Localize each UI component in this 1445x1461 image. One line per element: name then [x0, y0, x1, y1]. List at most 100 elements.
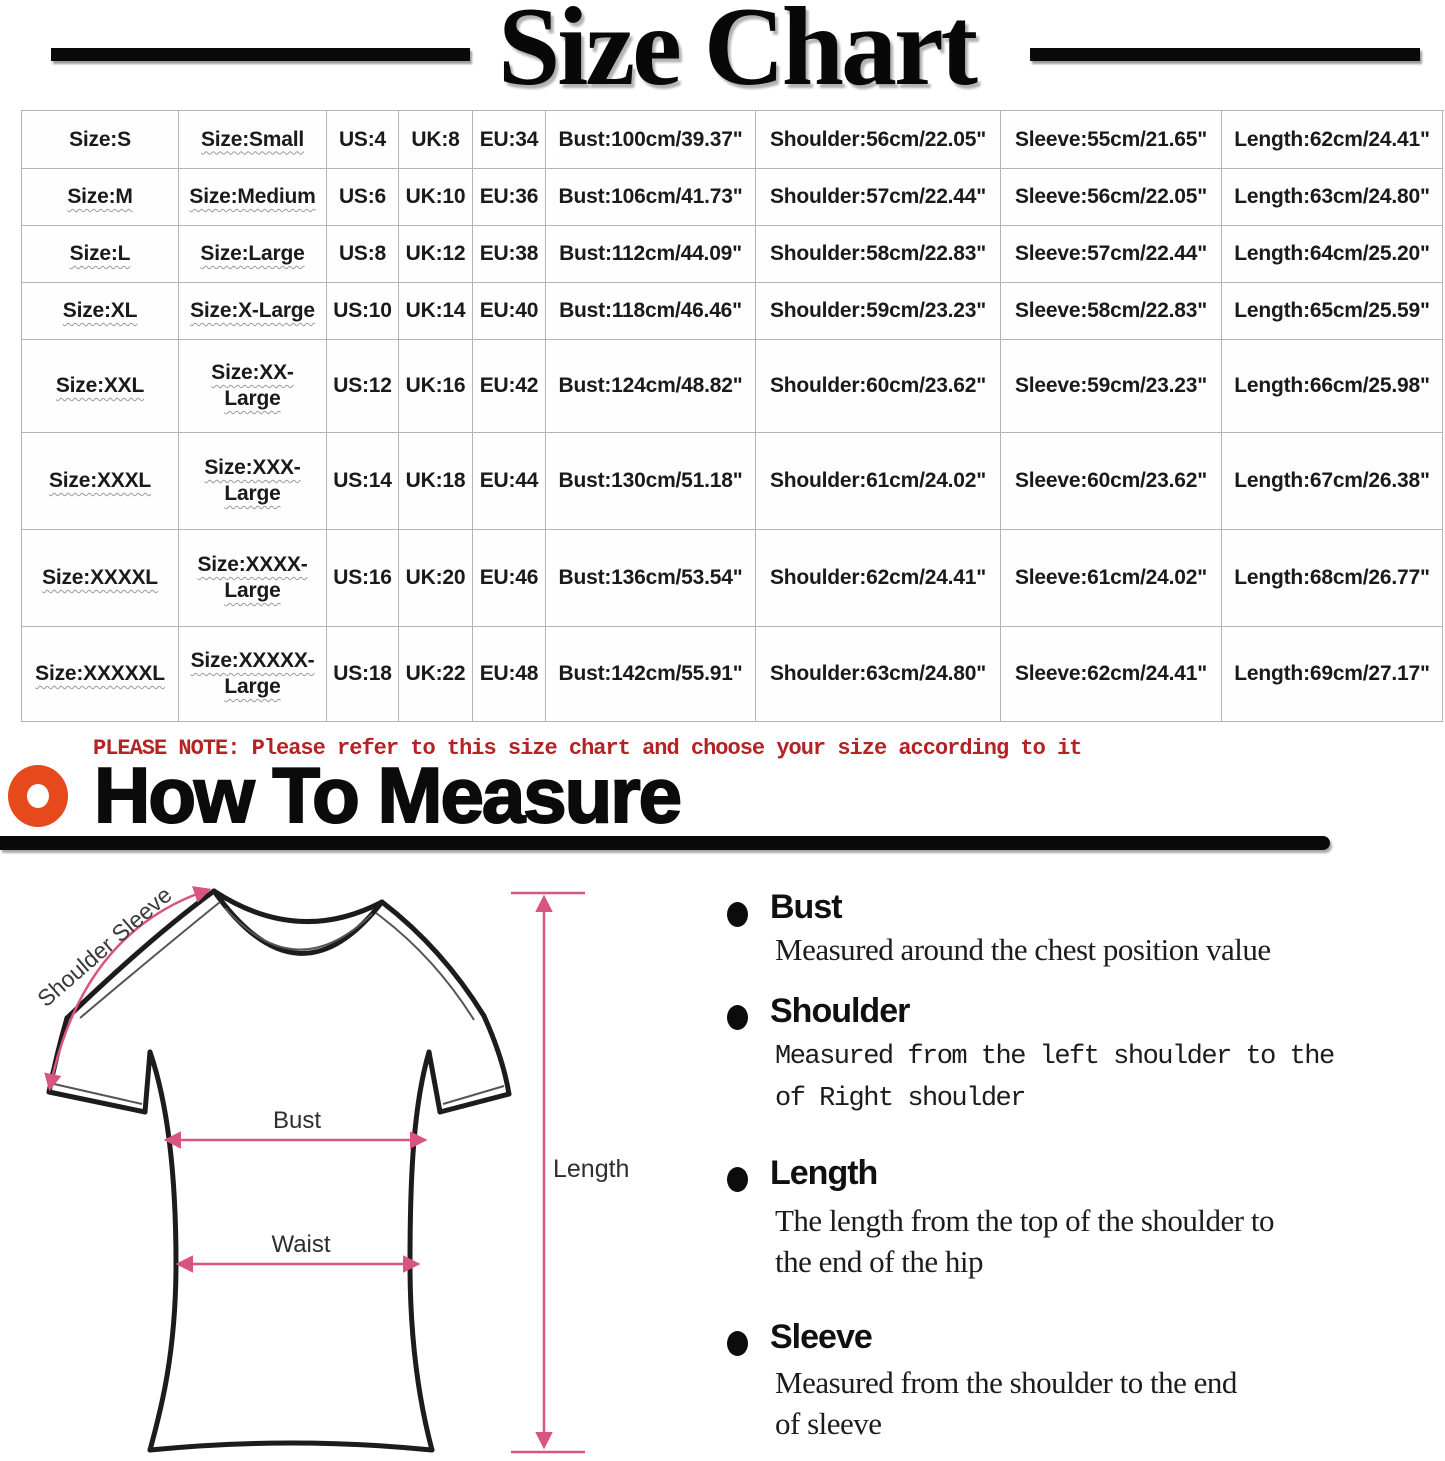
size-table-cell: Sleeve:59cm/23.23" — [1001, 340, 1222, 433]
shoulder-sleeve-arrow — [44, 886, 212, 1092]
size-table-cell: Bust:130cm/51.18" — [546, 433, 756, 530]
size-table-cell: UK:12 — [399, 226, 473, 283]
size-table-cell: UK:14 — [399, 283, 473, 340]
size-table-cell: Size:S — [22, 111, 179, 169]
size-table-row: Size:XL Size:X-Large US:10 UK:14 EU:40 Bust:1… — [22, 283, 1444, 340]
size-table-cell: Shoulder:56cm/22.05" — [756, 111, 1001, 169]
bust-heading: Bust — [770, 888, 843, 926]
size-note: PLEASE NOTE: Please refer to this size c… — [93, 736, 1082, 761]
size-table-cell: Shoulder:58cm/22.83" — [756, 226, 1001, 283]
size-table-cell: Size:XL — [22, 283, 179, 340]
tshirt-measure-diagram: Bust Waist Length Shoulder Sleeve — [32, 881, 629, 1454]
size-table-cell: Bust:136cm/53.54" — [546, 530, 756, 627]
size-table-cell: US:12 — [327, 340, 399, 433]
size-table-cell: Sleeve:61cm/24.02" — [1001, 530, 1222, 627]
bullet-icon — [727, 1005, 748, 1030]
size-table-cell: Shoulder:60cm/23.62" — [756, 340, 1001, 433]
tshirt-outline — [46, 888, 512, 1453]
size-table-cell: Bust:106cm/41.73" — [546, 169, 756, 226]
length-description: The length from the top of the shoulder … — [775, 1203, 1275, 1279]
size-table-cell: Size:Medium — [179, 169, 327, 226]
size-table-cell: US:10 — [327, 283, 399, 340]
bullet-icon — [727, 902, 748, 927]
size-table-cell: Length:62cm/24.41" — [1222, 111, 1443, 169]
size-table-cell: Size:Small — [179, 111, 327, 169]
size-table-cell: Bust:118cm/46.46" — [546, 283, 756, 340]
size-table-cell: Size:XX- Large — [179, 340, 327, 433]
size-table-cell: Bust:100cm/39.37" — [546, 111, 756, 169]
size-table-row: Size:L Size:Large US:8 UK:12 EU:38 Bust:112cm… — [22, 226, 1444, 283]
size-table-cell: EU:34 — [473, 111, 546, 169]
size-table-row: Size:XXXL Size:XXX- Large US:14 UK:18 EU:44 B… — [22, 433, 1444, 530]
size-table-cell: EU:40 — [473, 283, 546, 340]
size-table-cell: US:14 — [327, 433, 399, 530]
page-title: Size Chart — [497, 0, 978, 109]
size-table-row: Size:XXXXXL Size:XXXXX- Large US:18 UK:22 EU… — [22, 627, 1444, 722]
size-table-cell: Shoulder:63cm/24.80" — [756, 627, 1001, 722]
size-table-cell: EU:36 — [473, 169, 546, 226]
size-table-row: Size:M Size:Medium US:6 UK:10 EU:36 Bust:106c… — [22, 169, 1444, 226]
heading-underline-bar — [0, 836, 1330, 850]
size-table-row: Size:XXXXL Size:XXXX- Large US:16 UK:20 EU:4… — [22, 530, 1444, 627]
ring-icon — [8, 765, 68, 827]
shoulder-sleeve-label: Shoulder Sleeve — [32, 881, 176, 1011]
size-table-cell: US:4 — [327, 111, 399, 169]
bullet-icon — [727, 1167, 748, 1192]
size-table-cell: Shoulder:59cm/23.23" — [756, 283, 1001, 340]
size-table-cell: UK:16 — [399, 340, 473, 433]
size-table-cell: US:18 — [327, 627, 399, 722]
size-table-cell: UK:8 — [399, 111, 473, 169]
size-table-cell: Size:L — [22, 226, 179, 283]
size-table-cell: Length:68cm/26.77" — [1222, 530, 1443, 627]
sleeve-description: Measured from the shoulder to the end of… — [775, 1365, 1237, 1441]
bust-label: Bust — [273, 1107, 321, 1134]
size-table-cell: Size:XXXXXL — [22, 627, 179, 722]
size-table-cell: US:6 — [327, 169, 399, 226]
size-table-cell: EU:42 — [473, 340, 546, 433]
size-table-cell: Size:XXX- Large — [179, 433, 327, 530]
bullet-icon — [727, 1331, 748, 1356]
bust-description: Measured around the chest position value — [775, 932, 1271, 967]
size-table-cell: Bust:124cm/48.82" — [546, 340, 756, 433]
size-table-cell: Size:XXXX- Large — [179, 530, 327, 627]
size-table-cell: Size:XXXL — [22, 433, 179, 530]
size-table-cell: Size:XXL — [22, 340, 179, 433]
shoulder-heading: Shoulder — [770, 992, 910, 1030]
size-table-cell: Shoulder:57cm/22.44" — [756, 169, 1001, 226]
size-table-cell: Sleeve:60cm/23.62" — [1001, 433, 1222, 530]
size-table-cell: Sleeve:62cm/24.41" — [1001, 627, 1222, 722]
size-table-cell: Sleeve:58cm/22.83" — [1001, 283, 1222, 340]
size-table-cell: Sleeve:55cm/21.65" — [1001, 111, 1222, 169]
size-table-cell: Size:X-Large — [179, 283, 327, 340]
size-table-cell: Length:69cm/27.17" — [1222, 627, 1443, 722]
size-table-cell: UK:20 — [399, 530, 473, 627]
size-table-cell: Length:67cm/26.38" — [1222, 433, 1443, 530]
size-table-cell: US:8 — [327, 226, 399, 283]
size-table-cell: Shoulder:62cm/24.41" — [756, 530, 1001, 627]
size-table-cell: US:16 — [327, 530, 399, 627]
size-table-cell: EU:38 — [473, 226, 546, 283]
size-table-cell: Size:XXXXL — [22, 530, 179, 627]
size-table-cell: Length:63cm/24.80" — [1222, 169, 1443, 226]
size-table-cell: EU:44 — [473, 433, 546, 530]
title-rule-right — [1030, 48, 1420, 61]
waist-label: Waist — [271, 1231, 330, 1258]
measure-arrows — [44, 886, 585, 1454]
how-to-measure-title: How To Measure — [93, 751, 683, 839]
size-table-cell: EU:48 — [473, 627, 546, 722]
size-table-cell: Size:XXXXX- Large — [179, 627, 327, 722]
size-table: Size:S Size:Small US:4 UK:8 EU:34 Bust:100cm/… — [21, 110, 1444, 722]
size-table-cell: Bust:142cm/55.91" — [546, 627, 756, 722]
size-table-cell: UK:10 — [399, 169, 473, 226]
size-table-cell: Length:66cm/25.98" — [1222, 340, 1443, 433]
title-rule-left — [51, 48, 470, 61]
size-table-cell: UK:18 — [399, 433, 473, 530]
size-table-cell: UK:22 — [399, 627, 473, 722]
length-heading: Length — [770, 1154, 878, 1192]
size-table-row: Size:XXL Size:XX- Large US:12 UK:16 EU:42 Bus… — [22, 340, 1444, 433]
size-table-cell: Size:Large — [179, 226, 327, 283]
size-table-cell: Shoulder:61cm/24.02" — [756, 433, 1001, 530]
size-table-row: Size:S Size:Small US:4 UK:8 EU:34 Bust:100cm/… — [22, 111, 1444, 169]
size-table-cell: EU:46 — [473, 530, 546, 627]
